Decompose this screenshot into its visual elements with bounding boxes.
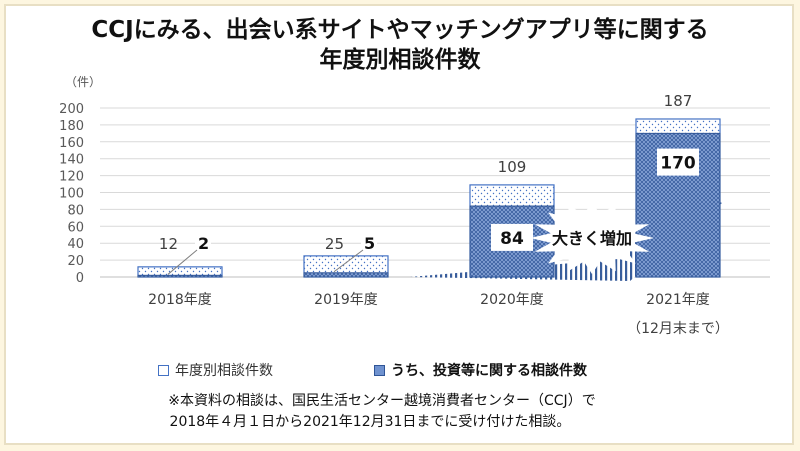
legend-item-total: 年度別相談件数 [158,360,273,380]
data-label-investment: 84 [500,229,524,249]
y-tick-label: 0 [76,271,84,286]
y-tick-label: 20 [67,254,84,269]
y-tick-label: 120 [59,170,84,185]
data-label-leader [167,249,198,275]
callout-text: 大きく増加 [552,229,632,248]
x-tick-label: 2019年度 [314,292,378,308]
data-label-investment: 2 [198,234,209,253]
y-tick-label: 40 [67,237,84,252]
x-tick-label: 2020年度 [480,292,544,308]
y-tick-label: 80 [67,203,84,218]
y-tick-label: 60 [67,220,84,235]
legend-swatch-investment [374,364,385,376]
data-label-investment-bg [657,148,699,176]
bar-investment [303,272,389,278]
footnote-line2: 2018年４月１日から2021年12月31日までに受け付けた相談。 [169,414,571,430]
y-tick-label: 160 [59,136,84,151]
legend-label-total: 年度別相談件数 [175,363,273,379]
data-label-total: 187 [664,92,693,110]
data-label-total: 109 [498,158,527,176]
x-tick-sublabel: （12月末まで） [627,321,729,337]
y-axis-unit-label: （件） [65,75,101,89]
data-label-investment-bg [195,233,211,253]
legend-item-investment: うち、投資等に関する相談件数 [374,360,587,380]
chart-title-line1: CCJにみる、出会い系サイトやマッチングアプリ等に関する [91,17,709,43]
legend-swatch-total [158,364,169,376]
y-tick-label: 200 [59,102,84,117]
callout-burst [530,202,654,274]
data-label-leader [333,249,364,273]
x-tick-label: 2018年度 [148,292,212,308]
footnote-line1: ※本資料の相談は、国民生活センター越境消費者センター（CCJ）で [168,393,596,409]
x-tick-label: 2021年度 [646,292,710,308]
bar-investment [137,274,223,278]
data-label-investment-bg [491,223,533,251]
y-tick-label: 140 [59,153,84,168]
chart-title-line2: 年度別相談件数 [319,47,481,73]
legend-label-investment: うち、投資等に関する相談件数 [391,363,587,379]
data-label-investment: 5 [364,234,375,253]
data-label-investment-bg [361,233,377,253]
data-label-investment: 170 [660,154,696,174]
data-label-total: 25 [325,235,344,253]
y-tick-label: 100 [59,187,84,202]
data-label-total: 12 [159,235,178,253]
y-tick-label: 180 [59,119,84,134]
